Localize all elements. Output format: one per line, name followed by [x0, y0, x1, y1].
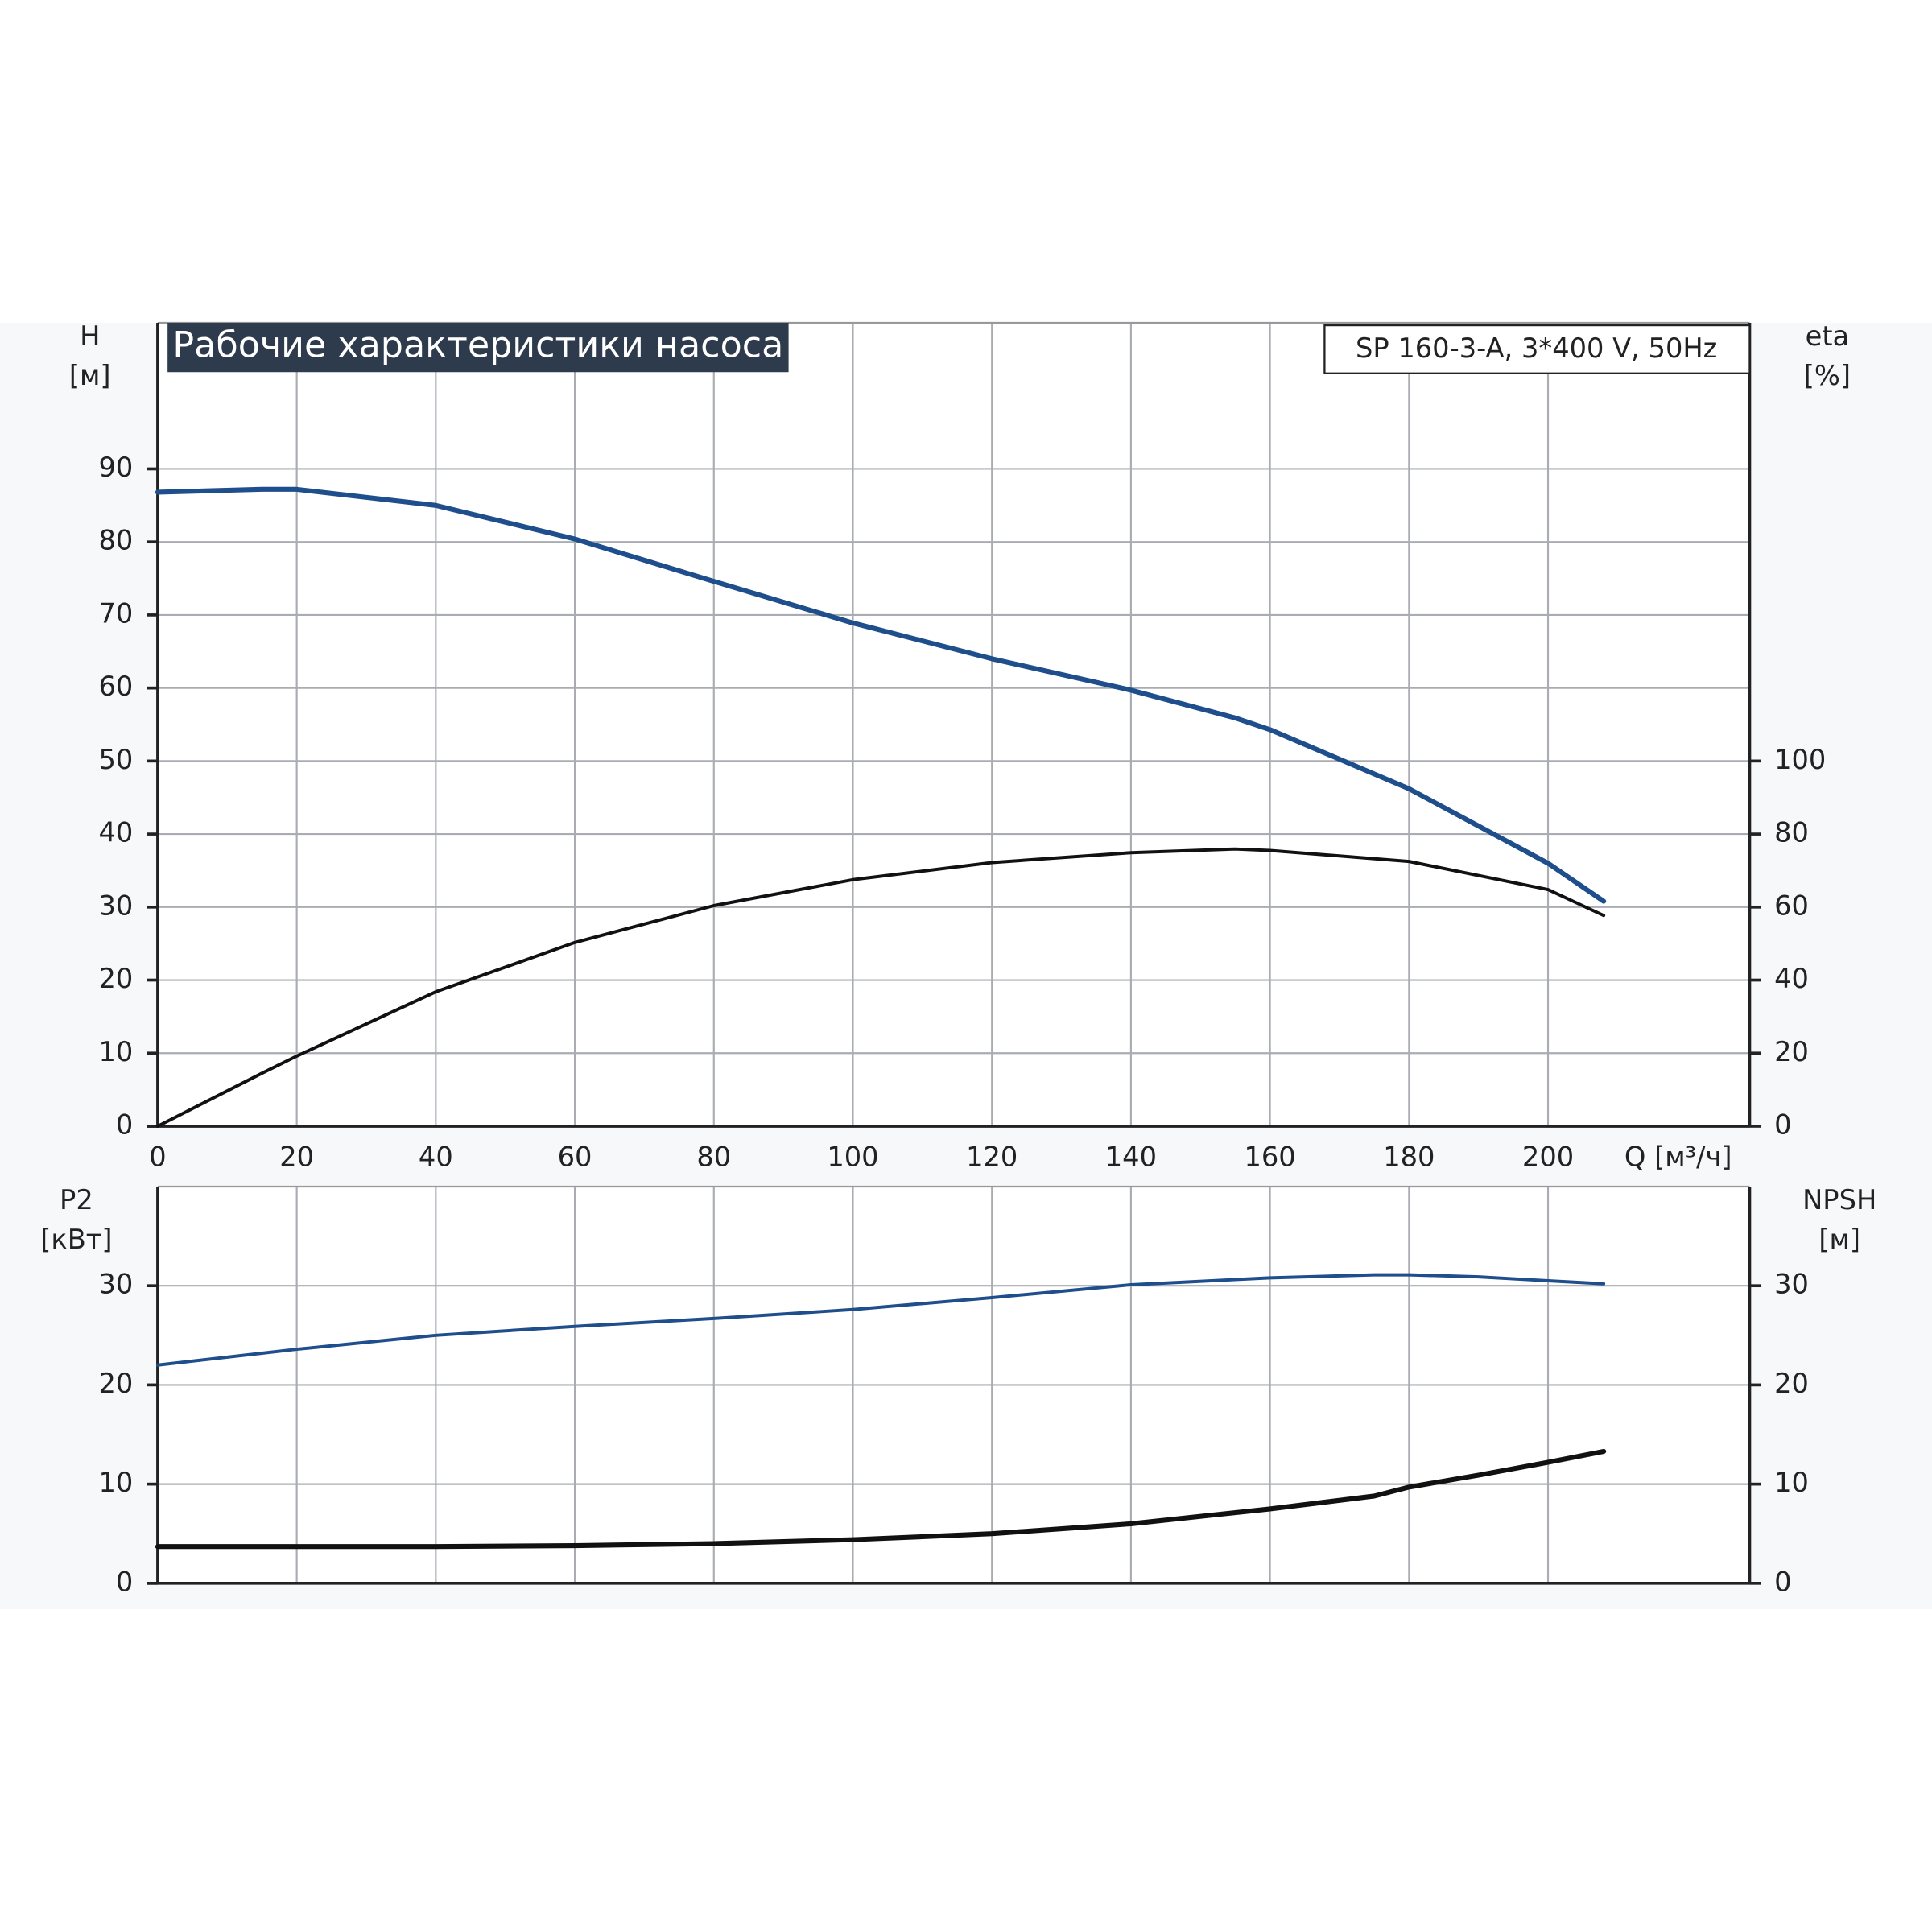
x-tick-label: 0 [149, 1141, 166, 1172]
x-tick-label: 40 [419, 1141, 453, 1172]
y2-tick-label: 60 [1774, 890, 1809, 921]
y2-tick-label: 40 [1774, 963, 1809, 994]
plot-area [157, 323, 1750, 1126]
x-tick-label: 20 [279, 1141, 314, 1172]
y-tick-label: 10 [98, 1467, 133, 1498]
x-tick-label: 180 [1383, 1141, 1435, 1172]
x-tick-label: 160 [1244, 1141, 1295, 1172]
y2-tick-label: 20 [1774, 1368, 1809, 1399]
y2-label: NPSH [1802, 1184, 1876, 1216]
title-box [167, 323, 789, 373]
y-label: P2 [60, 1184, 93, 1216]
y2-tick-label: 10 [1774, 1467, 1809, 1498]
x-tick-label: 200 [1522, 1141, 1574, 1172]
x-tick-label: 60 [558, 1141, 592, 1172]
y2-unit: [%] [1804, 360, 1851, 391]
y-tick-label: 90 [98, 452, 133, 483]
x-tick-label: 80 [696, 1141, 731, 1172]
y-tick-label: 70 [98, 597, 133, 629]
y-tick-label: 30 [98, 1269, 133, 1300]
y2-tick-label: 100 [1774, 744, 1826, 775]
y-unit: [м] [69, 360, 111, 391]
y-label: H [80, 320, 100, 352]
y-tick-label: 0 [116, 1566, 133, 1597]
subtitle-box [1323, 324, 1751, 374]
curve [155, 1448, 1607, 1550]
curve [155, 847, 1606, 1128]
y-tick-label: 10 [98, 1036, 133, 1067]
y-tick-label: 20 [98, 1368, 133, 1399]
y2-tick-label: 80 [1774, 817, 1809, 848]
y-tick-label: 80 [98, 525, 133, 556]
y-tick-label: 60 [98, 671, 133, 702]
y-tick-label: 40 [98, 817, 133, 848]
x-tick-label: 140 [1105, 1141, 1157, 1172]
chart-subtitle: SP 160-3-A, 3*400 V, 50Hz [1356, 332, 1717, 364]
x-label: Q [м³/ч] [1624, 1141, 1732, 1172]
chart-title: Рабочие характеристики насоса [172, 325, 783, 366]
curve [155, 1273, 1606, 1367]
y2-unit: [м] [1818, 1224, 1860, 1255]
y2-tick-label: 0 [1774, 1108, 1791, 1140]
y2-tick-label: 0 [1774, 1566, 1791, 1597]
y-tick-label: 20 [98, 963, 133, 994]
x-tick-label: 120 [966, 1141, 1018, 1172]
y2-tick-label: 30 [1774, 1269, 1809, 1300]
curve [155, 486, 1607, 904]
y-tick-label: 30 [98, 890, 133, 921]
y-tick-label: 50 [98, 744, 133, 775]
y2-label: eta [1806, 320, 1850, 352]
y-tick-label: 0 [116, 1108, 133, 1140]
x-tick-label: 100 [827, 1141, 878, 1172]
y2-tick-label: 20 [1774, 1036, 1809, 1067]
y-unit: [кВт] [40, 1224, 112, 1255]
